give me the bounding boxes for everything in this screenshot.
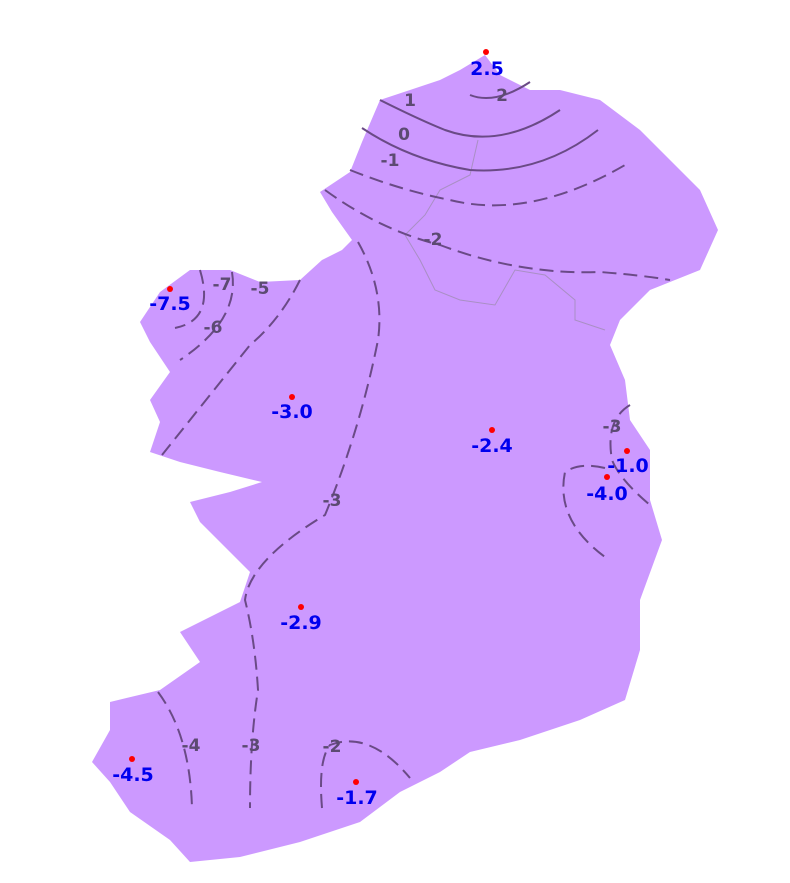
station-value: -1.7 <box>336 787 378 809</box>
station-value: -2.4 <box>471 435 513 457</box>
station-shannon: -2.9 <box>280 604 322 634</box>
station-dot <box>289 394 295 400</box>
station-dublin-airport: -1.0 <box>607 448 649 477</box>
station-value: -2.9 <box>280 612 322 634</box>
station-belmullet: -7.5 <box>149 286 191 315</box>
station-malin-head: 2.5 <box>470 49 504 80</box>
station-cork-airport: -1.7 <box>336 779 378 809</box>
isoline-label: -7 <box>213 275 232 295</box>
station-mullingar: -2.4 <box>471 427 513 457</box>
isoline-minus1 <box>349 164 626 207</box>
isoline-label: -3 <box>603 417 622 437</box>
isoline-label: -2 <box>323 737 342 757</box>
isoline-minus3-dublin <box>562 464 606 558</box>
isoline-0 <box>361 127 599 172</box>
isoline-label: -3 <box>242 736 261 756</box>
isoline-label: -3 <box>323 491 342 511</box>
station-value: -3.0 <box>271 401 313 423</box>
station-valentia: -4.5 <box>112 756 154 786</box>
isoline-label: -6 <box>204 318 223 338</box>
station-dot <box>353 779 359 785</box>
isoline-label: 1 <box>404 91 416 111</box>
isoline-label: 0 <box>398 125 410 145</box>
isoline-label: -1 <box>381 151 400 171</box>
isoline-minus7 <box>174 269 206 329</box>
isoline-minus3-central <box>243 241 381 809</box>
isoline-label: -5 <box>251 279 270 299</box>
isoline-1 <box>379 99 561 138</box>
station-dot <box>483 49 489 55</box>
isoline-minus2-north <box>324 189 671 281</box>
station-value: -1.0 <box>607 455 649 477</box>
station-value: -4.0 <box>586 483 628 505</box>
ireland-landmass <box>92 55 718 862</box>
isoline-minus4 <box>157 691 193 809</box>
isoline-label: -2 <box>424 230 443 250</box>
isoline-minus6 <box>179 271 234 361</box>
station-dot <box>167 286 173 292</box>
station-dot <box>604 474 610 480</box>
station-value: -4.5 <box>112 764 154 786</box>
isoline-label: 2 <box>496 86 508 106</box>
isoline-label: -4 <box>182 736 201 756</box>
isoline-minus2-south <box>320 740 411 809</box>
station-dot <box>489 427 495 433</box>
station-dot <box>298 604 304 610</box>
isoline-2 <box>469 81 531 99</box>
isoline-minus5 <box>161 279 301 456</box>
station-value: 2.5 <box>470 58 504 80</box>
station-dot <box>129 756 135 762</box>
northern-ireland-border <box>404 139 606 331</box>
station-claremorris: -3.0 <box>271 394 313 423</box>
station-value: -7.5 <box>149 293 191 315</box>
station-dot <box>624 448 630 454</box>
station-casement: -4.0 <box>586 474 628 505</box>
